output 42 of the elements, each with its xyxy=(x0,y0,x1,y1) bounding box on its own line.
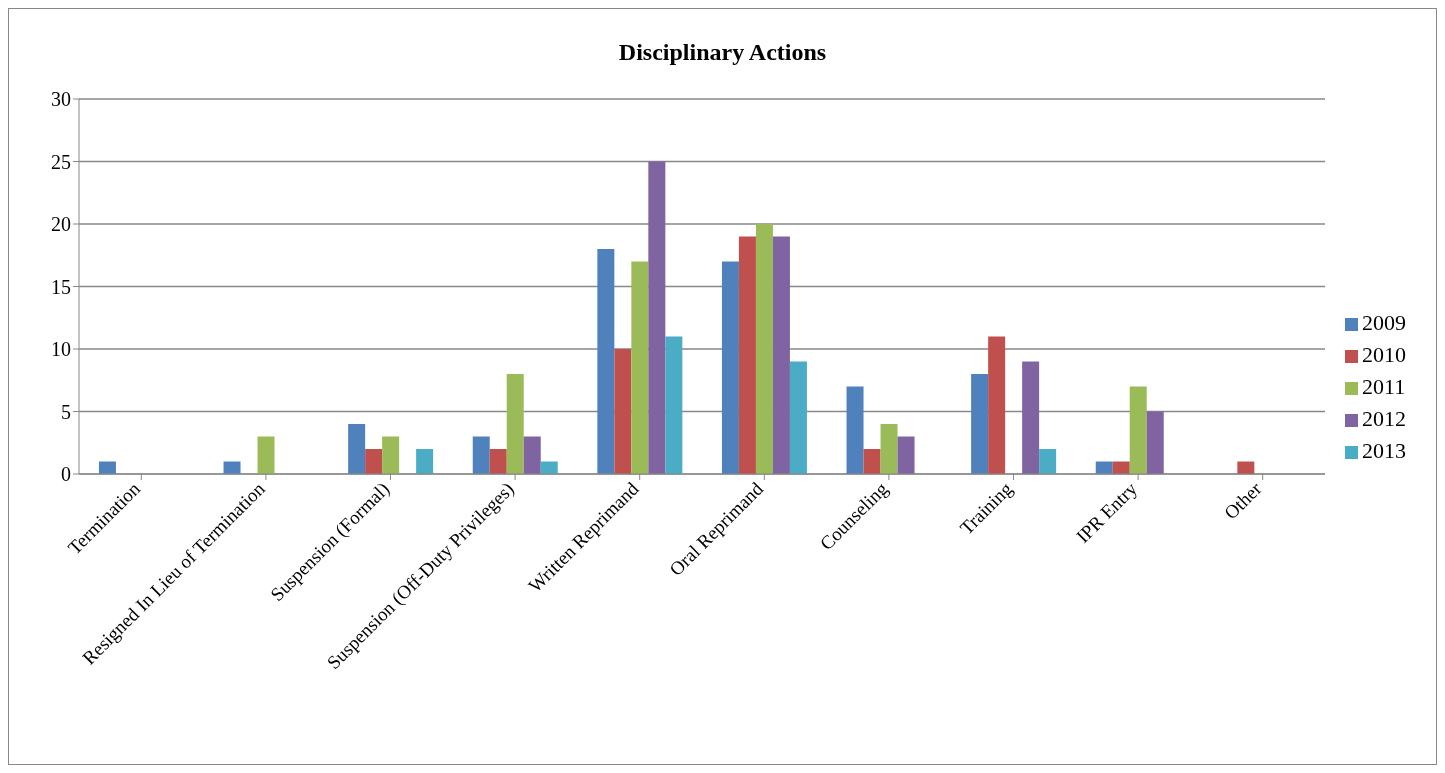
legend-label: 2013 xyxy=(1362,437,1406,463)
bar xyxy=(772,236,790,474)
bar xyxy=(1039,449,1057,474)
bar xyxy=(789,361,807,474)
bar xyxy=(988,336,1006,474)
bar xyxy=(365,449,383,474)
bar xyxy=(523,436,541,474)
y-tick-label: 0 xyxy=(61,463,71,486)
y-tick-label: 10 xyxy=(51,338,71,361)
bar xyxy=(348,424,366,474)
bar xyxy=(738,236,756,474)
bar xyxy=(631,261,649,474)
bar xyxy=(597,249,615,474)
bar xyxy=(1146,411,1164,474)
bar xyxy=(506,374,524,474)
bar xyxy=(1129,386,1147,474)
legend-label: 2009 xyxy=(1362,309,1406,335)
bar xyxy=(880,424,898,474)
bar xyxy=(1022,361,1040,474)
legend-label: 2012 xyxy=(1362,405,1406,431)
bar xyxy=(416,449,434,474)
bar xyxy=(846,386,864,474)
bar xyxy=(863,449,881,474)
bar xyxy=(257,436,275,474)
bar xyxy=(755,224,773,474)
y-tick-label: 30 xyxy=(51,88,71,111)
bar xyxy=(721,261,739,474)
chart-title: Disciplinary Actions xyxy=(617,39,828,66)
bar xyxy=(382,436,400,474)
bar xyxy=(614,349,632,474)
bar xyxy=(472,436,490,474)
legend-label: 2010 xyxy=(1362,341,1406,367)
bar xyxy=(648,161,666,474)
bar xyxy=(489,449,507,474)
legend-label: 2011 xyxy=(1362,373,1406,399)
y-tick-label: 5 xyxy=(61,400,71,423)
bar xyxy=(971,374,989,474)
bar xyxy=(665,336,683,474)
y-tick-label: 25 xyxy=(51,150,71,173)
y-tick-label: 20 xyxy=(51,213,71,236)
bar xyxy=(897,436,915,474)
y-tick-label: 15 xyxy=(51,275,71,298)
